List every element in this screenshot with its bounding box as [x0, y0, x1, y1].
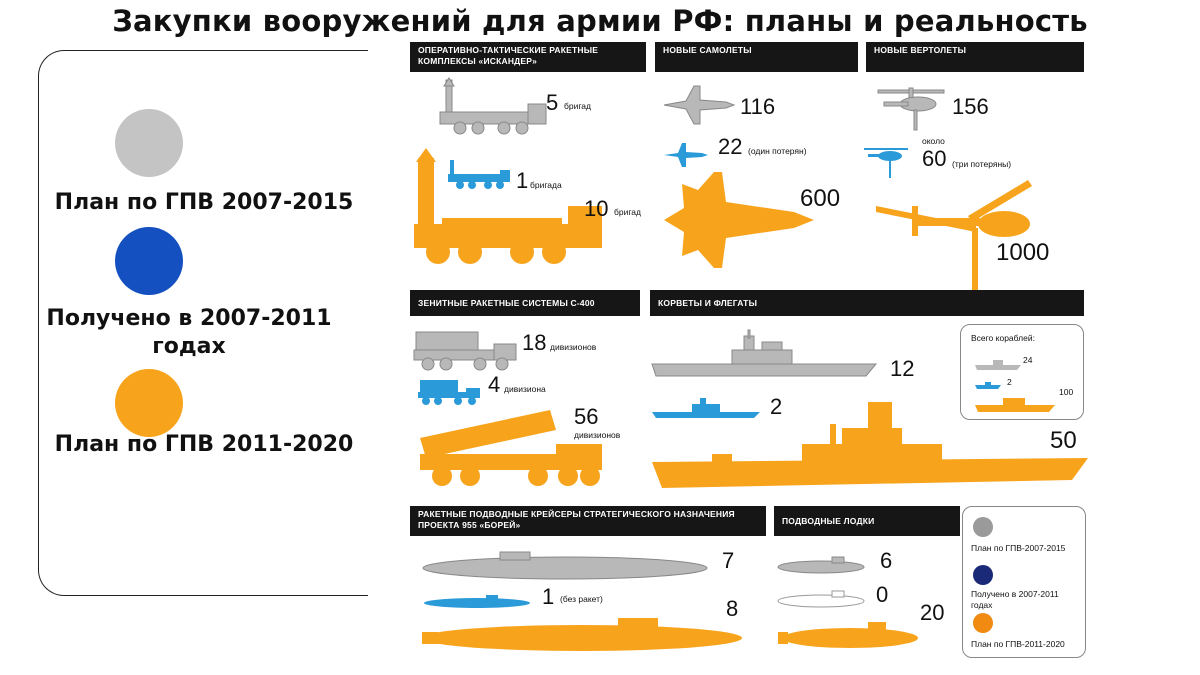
- ships-total-box: Всего кораблей: 24 2 100: [960, 324, 1084, 420]
- corvettes-plan2020-value: 50: [1050, 427, 1077, 454]
- corvettes-received-value: 2: [770, 394, 783, 419]
- planes-plan2015-value: 116: [740, 94, 776, 119]
- small-legend-dot-plan-2015: [973, 517, 993, 537]
- helicopter-gray-illustration: [877, 87, 945, 131]
- iskander-gray-illustration: [439, 77, 547, 135]
- panel-header-s400: Зенитные ракетные системы С-400: [410, 290, 640, 316]
- planes-received-note: (один потерян): [748, 146, 807, 156]
- s400-received-unit: дивизиона: [504, 384, 546, 394]
- planes-received-value: 22: [718, 134, 743, 159]
- ships-total-received: 2: [1007, 377, 1012, 387]
- borei-plan2015-value: 7: [722, 548, 735, 573]
- s400-plan2015-value: 18: [522, 330, 547, 355]
- small-legend-box: План по ГПВ-2007-2015 Получено в 2007-20…: [962, 506, 1086, 658]
- iskander-received-unit: бригада: [530, 180, 562, 190]
- small-legend-label-received: Получено в 2007-2011 годах: [971, 589, 1059, 610]
- corvette-blue-illustration: [652, 398, 760, 418]
- panel-header-iskander: Оперативно-тактические ракетные комплекс…: [410, 42, 646, 72]
- page-title: Закупки вооружений для армии РФ: планы и…: [112, 4, 1088, 38]
- corvette-gray-illustration: [651, 329, 878, 377]
- ships-total-title: Всего кораблей:: [971, 333, 1035, 343]
- panel-header-corvettes: Корветы и флегаты: [650, 290, 1084, 316]
- borei-received-note: (без ракет): [560, 594, 603, 604]
- helicopters-plan2020-value: 1000: [996, 239, 1050, 266]
- small-legend-label-plan-2020: План по ГПВ-2011-2020: [971, 639, 1065, 649]
- s400-orange-illustration: [420, 410, 602, 486]
- iskander-received-value: 1: [516, 168, 529, 193]
- legend-label-plan-2020: План по ГПВ 2011-2020: [54, 432, 354, 457]
- s400-received-value: 4: [488, 372, 501, 397]
- submarines-received-value: 0: [876, 582, 889, 607]
- panel-header-submarines: Подводные лодки: [774, 506, 960, 536]
- ships-total-gray-icon: [975, 360, 1021, 370]
- iskander-plan2020-value: 10: [584, 196, 609, 221]
- panel-header-borei: Ракетные подводные крейсеры стратегическ…: [410, 506, 766, 536]
- borei-gray-illustration: [422, 551, 708, 580]
- s400-gray-illustration: [413, 331, 517, 371]
- helicopters-received-note: (три потеряны): [952, 159, 1012, 169]
- s400-blue-illustration: [418, 380, 480, 405]
- ships-total-orange-icon: [975, 398, 1055, 412]
- small-legend-label-plan-2015: План по ГПВ-2007-2015: [971, 543, 1066, 553]
- helicopters-plan2015-value: 156: [952, 94, 989, 119]
- submarine-orange-illustration: [778, 622, 918, 648]
- helicopters-received-value: 60: [922, 146, 947, 171]
- legend-dot-received: [115, 227, 183, 295]
- corvette-orange-illustration: [652, 402, 1088, 488]
- ships-total-plan2015: 24: [1023, 355, 1033, 365]
- planes-plan2020-value: 600: [800, 185, 841, 212]
- ships-total-blue-icon: [975, 382, 1001, 389]
- s400-plan2020-unit: дивизионов: [574, 430, 621, 440]
- iskander-blue-illustration: [448, 160, 510, 189]
- legend-label-received: Получено в 2007-2011 годах: [46, 306, 332, 359]
- iskander-plan2015-unit: бригад: [564, 101, 591, 111]
- submarine-gray-illustration: [777, 556, 865, 574]
- iskander-plan2015-value: 5: [546, 90, 559, 115]
- small-legend-dot-plan-2020: [973, 613, 993, 633]
- main-legend: План по ГПВ 2007-2015 Получено в 2007-20…: [38, 50, 368, 596]
- borei-plan2020-value: 8: [726, 596, 739, 621]
- legend-label-plan-2015: План по ГПВ 2007-2015: [54, 190, 354, 215]
- borei-orange-illustration: [422, 618, 742, 651]
- ships-total-plan2020: 100: [1059, 387, 1074, 397]
- s400-plan2020-value: 56: [574, 404, 599, 429]
- submarines-plan2020-value: 20: [920, 600, 945, 625]
- plane-orange-illustration: [664, 172, 814, 268]
- s400-plan2015-unit: дивизионов: [550, 342, 597, 352]
- borei-received-value: 1: [542, 584, 555, 609]
- panel-header-planes: Новые самолеты: [655, 42, 858, 72]
- helicopters-received-prefix: около: [922, 136, 945, 146]
- iskander-plan2020-unit: бригад: [614, 207, 641, 217]
- borei-blue-illustration: [424, 595, 530, 608]
- small-legend-dot-received: [973, 565, 993, 585]
- helicopter-blue-illustration: [864, 148, 908, 178]
- submarine-white-illustration: [777, 590, 865, 608]
- panel-header-helicopters: Новые вертолеты: [866, 42, 1084, 72]
- submarines-plan2015-value: 6: [880, 548, 893, 573]
- plane-blue-illustration: [664, 143, 708, 167]
- corvettes-plan2015-value: 12: [890, 356, 915, 381]
- iskander-orange-illustration: [414, 148, 602, 264]
- helicopter-orange-illustration: [876, 180, 1032, 308]
- legend-dot-plan-2020: [115, 369, 183, 437]
- legend-dot-plan-2015: [115, 109, 183, 177]
- plane-gray-illustration: [663, 85, 736, 125]
